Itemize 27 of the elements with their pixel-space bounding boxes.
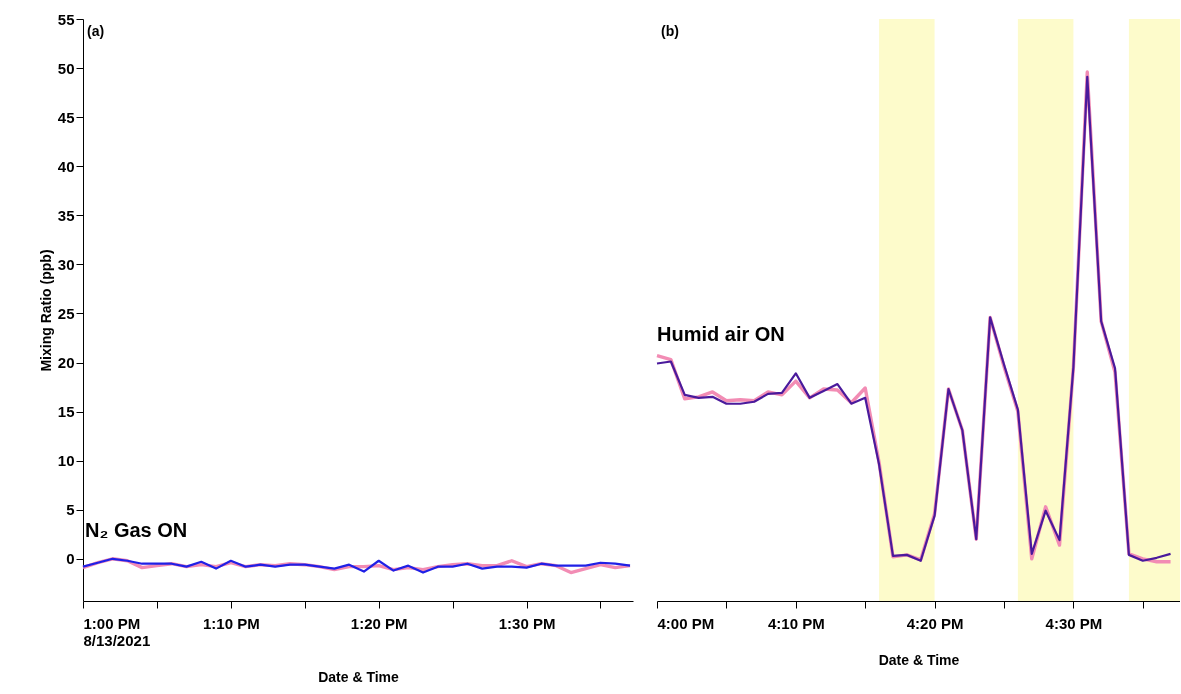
y-tick-label: 50: [57, 59, 75, 77]
y-tick-label: 20: [57, 354, 75, 372]
annotation: (a): [87, 23, 105, 39]
x-tick-label: 4:30 PM: [1045, 614, 1103, 632]
y-tick-label: 30: [57, 255, 75, 273]
y-tick-label: 55: [57, 10, 75, 28]
y-tick-label: 0: [66, 550, 75, 568]
y-tick-label: 40: [57, 157, 75, 175]
x-tick-label: 4:20 PM: [906, 614, 964, 632]
annotation: N₂ Gas ON: [85, 519, 188, 541]
x-tick-label: 1:30 PM: [498, 614, 556, 632]
y-tick-label: 10: [57, 452, 75, 470]
y-tick-label: 5: [66, 501, 75, 519]
x-axis-title: Date & Time: [878, 651, 960, 668]
y-axis-title: Mixing Ratio (ppb): [37, 249, 54, 372]
y-tick-label: 45: [57, 108, 75, 126]
x-tick-label: 1:00 PM 8/13/2021: [83, 614, 151, 649]
x-tick-label: 4:00 PM: [657, 614, 715, 632]
y-tick-label: 25: [57, 304, 75, 322]
x-tick-label: 1:10 PM: [203, 614, 260, 632]
x-axis-title: Date & Time: [318, 668, 400, 685]
annotation: Humid air ON: [657, 323, 785, 345]
y-tick-label: 15: [57, 403, 75, 421]
annotation: (b): [661, 23, 679, 39]
x-tick-label: 1:20 PM: [350, 614, 408, 632]
y-tick-label: 35: [57, 206, 75, 224]
x-tick-label: 4:10 PM: [767, 614, 825, 632]
